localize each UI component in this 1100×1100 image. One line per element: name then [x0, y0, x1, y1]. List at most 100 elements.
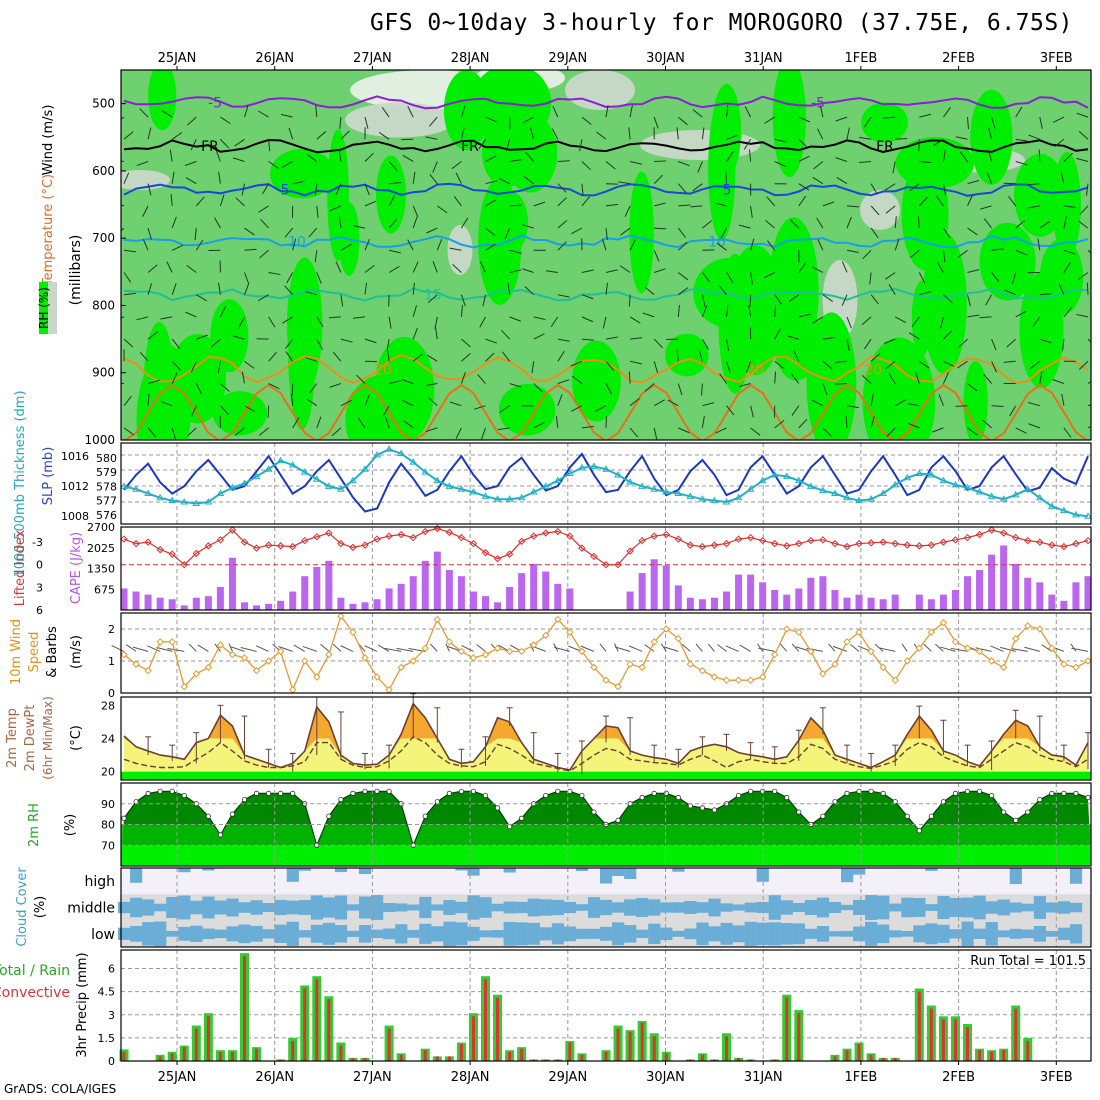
- lifted-index-point: [566, 532, 574, 540]
- rh2m-point: [1085, 794, 1091, 801]
- wind-barb-10m: [644, 644, 655, 652]
- wind-barb: [305, 357, 317, 362]
- precip-convective-bar: [978, 1050, 982, 1061]
- lifted-index-point: [662, 530, 670, 539]
- wind-speed-point: [276, 647, 285, 656]
- wind-barb: [654, 202, 666, 207]
- wind-barb: [774, 138, 787, 143]
- cloud-bar: [720, 903, 733, 912]
- cloud-bar: [780, 900, 793, 915]
- wind-barb: [434, 316, 438, 329]
- wind-barb: [744, 106, 752, 118]
- precip-convective-bar: [520, 1048, 524, 1061]
- wind-barb: [918, 139, 920, 152]
- cloud-bar: [828, 902, 842, 913]
- wind-barb: [596, 131, 607, 140]
- date-label-bottom: 25JAN: [158, 1070, 197, 1085]
- rh-moist-patch: [1052, 151, 1081, 259]
- wind-barb: [822, 360, 833, 370]
- wind-barb: [1061, 393, 1065, 406]
- precip-convective-bar: [917, 991, 921, 1061]
- wind-barb: [551, 128, 559, 140]
- date-label-top: 2FEB: [942, 51, 975, 66]
- wind-barb: [338, 149, 342, 162]
- thickness-point: [939, 476, 948, 484]
- wind-barb: [942, 372, 949, 384]
- rh-patch: [345, 102, 455, 138]
- wind-barb: [909, 183, 920, 192]
- wind-barb-10m: [230, 646, 245, 652]
- thickness-point: [180, 498, 189, 505]
- lifted-index-point: [264, 541, 273, 549]
- wind-barb: [979, 205, 992, 210]
- date-label-bottom: 27JAN: [353, 1070, 392, 1085]
- wind-barb: [571, 227, 583, 235]
- cloud-bar: [238, 924, 251, 944]
- wind-barb: [123, 131, 134, 140]
- wind-barb: [1063, 427, 1072, 438]
- rh-moist-patch: [861, 102, 908, 143]
- wind-barb: [957, 249, 968, 258]
- rh-moist-patch: [376, 155, 406, 234]
- wind-barb: [214, 217, 221, 229]
- wind-barb: [1037, 238, 1041, 251]
- cape-bar: [951, 590, 959, 610]
- rh2m-point: [386, 788, 392, 794]
- wind-barb: [667, 399, 679, 407]
- precip-convective-bar: [532, 1059, 536, 1061]
- cape-bar: [710, 597, 718, 610]
- wind-barb-10m: [278, 646, 293, 652]
- wind-barb: [123, 272, 132, 283]
- ylabel-precip-convective: Convective: [0, 985, 70, 1001]
- temp-tick: 24: [101, 733, 115, 746]
- wind-barb: [861, 316, 872, 326]
- cape-bar: [482, 596, 489, 610]
- rh2m-point: [675, 794, 681, 801]
- cloud-bar: [1021, 903, 1034, 912]
- rh-legend-swatch: [48, 282, 57, 334]
- wind-barb: [427, 294, 438, 303]
- precip-convective-bar: [640, 1022, 644, 1061]
- wind-barb: [955, 405, 968, 407]
- wind-barb: [935, 195, 944, 207]
- wind-barb: [485, 352, 495, 362]
- cape-bar: [373, 599, 381, 610]
- wind-barb: [329, 383, 342, 388]
- cloud-bar: [732, 925, 745, 943]
- cloud-bar: [551, 923, 564, 945]
- wind-barb: [919, 291, 932, 296]
- wind-barb: [1058, 283, 1065, 295]
- precip-tick: 1.5: [98, 1032, 116, 1045]
- rh-patch: [860, 190, 900, 230]
- wind-barb: [147, 127, 152, 140]
- rh2m-point: [1001, 809, 1007, 815]
- wind-barb: [629, 239, 636, 251]
- rh2m-point: [217, 832, 223, 838]
- cloud-bar: [913, 925, 926, 943]
- wind-barb: [628, 127, 631, 140]
- wind-barb-10m: [111, 645, 125, 652]
- wind-barb: [215, 150, 221, 162]
- wind-barb: [726, 151, 734, 162]
- precip-convective-bar: [170, 1053, 174, 1061]
- precip-convective-bar: [206, 1016, 210, 1061]
- cloud-bar: [1057, 901, 1071, 914]
- wind-tick: 1: [108, 655, 115, 668]
- cloud-bar: [612, 902, 625, 913]
- lifted-index-point: [891, 539, 899, 548]
- precip-convective-bar: [1026, 1040, 1030, 1061]
- cape-bar: [1036, 582, 1044, 610]
- wind-barb: [1087, 338, 1091, 343]
- cloud-bar: [262, 903, 275, 912]
- contour-label: FR: [201, 139, 219, 155]
- wind-barb: [678, 161, 690, 167]
- dewpoint-line: [123, 735, 1089, 772]
- cloud-bar: [467, 868, 480, 876]
- date-label-bottom: 26JAN: [255, 1070, 294, 1085]
- precip-convective-bar: [496, 997, 500, 1061]
- wind-barb-10m: [935, 643, 944, 652]
- wind-barb: [268, 383, 280, 390]
- wind-barb: [340, 243, 352, 251]
- wind-barb: [190, 405, 197, 417]
- lifted-index-point: [288, 542, 297, 551]
